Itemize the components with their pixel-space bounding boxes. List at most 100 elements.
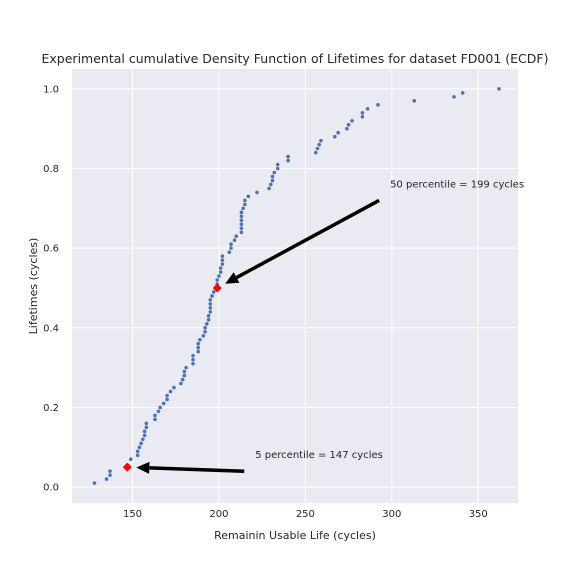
data-point	[229, 246, 233, 250]
y-tick-label: 0.6	[43, 244, 59, 255]
data-point	[346, 122, 351, 127]
data-point	[376, 103, 380, 107]
data-point	[156, 409, 161, 414]
data-point	[315, 146, 320, 151]
data-point	[270, 178, 275, 183]
y-axis-label: Lifetimes (cycles)	[27, 238, 40, 335]
data-point	[206, 318, 211, 322]
data-point	[241, 206, 245, 211]
data-point	[191, 361, 195, 366]
data-point	[229, 242, 233, 246]
data-point	[270, 174, 275, 179]
data-point	[208, 306, 213, 310]
data-point	[460, 91, 465, 95]
data-point	[275, 166, 280, 171]
data-point	[142, 429, 147, 434]
data-point	[239, 214, 244, 219]
data-point	[220, 258, 225, 262]
data-point	[267, 186, 271, 191]
chart-title: Experimental cumulative Density Function…	[42, 51, 549, 66]
data-point	[208, 298, 213, 302]
data-point	[217, 274, 221, 278]
annotation-arrow	[149, 466, 245, 473]
data-point	[272, 170, 277, 175]
data-point	[172, 385, 176, 390]
percentile-marker	[122, 462, 132, 472]
data-point	[208, 302, 213, 306]
percentile-marker	[212, 283, 222, 293]
data-point	[317, 142, 322, 147]
data-point	[239, 222, 244, 227]
data-point	[184, 365, 188, 370]
data-point	[227, 250, 232, 254]
data-point	[135, 449, 140, 454]
data-point	[128, 457, 133, 462]
data-point	[246, 194, 251, 199]
data-point	[243, 198, 247, 203]
annotation-label: 50 percentile = 199 cycles	[390, 179, 524, 190]
data-point	[360, 110, 365, 115]
data-point	[180, 377, 185, 382]
data-point	[196, 341, 200, 346]
y-tick-label: 0.4	[43, 323, 59, 334]
data-point	[220, 254, 225, 258]
data-point	[182, 369, 187, 374]
data-point	[232, 238, 237, 243]
x-axis-ticks: 150 200 250 300 350	[123, 509, 488, 520]
annotation-arrow	[235, 198, 380, 280]
data-point	[268, 182, 273, 187]
annotation-label: 5 percentile = 147 cycles	[255, 450, 383, 461]
data-point	[243, 202, 247, 207]
data-point	[365, 107, 370, 111]
data-point	[144, 425, 149, 430]
plot-area	[72, 69, 518, 503]
data-point	[218, 266, 223, 270]
data-point	[332, 134, 337, 139]
data-point	[336, 130, 341, 135]
data-point	[161, 401, 166, 406]
data-point	[239, 226, 244, 231]
grid	[72, 69, 518, 503]
annotations: 50 percentile = 199 cycles 5 percentile =…	[136, 179, 524, 474]
data-point	[208, 310, 213, 314]
data-point	[196, 349, 200, 354]
data-point	[203, 329, 207, 334]
data-point	[203, 326, 207, 330]
data-points	[92, 87, 501, 485]
data-point	[255, 190, 259, 195]
data-point	[234, 234, 239, 239]
data-point	[215, 278, 220, 282]
y-tick-label: 1.0	[43, 84, 59, 95]
x-tick-label: 300	[382, 509, 401, 520]
x-axis-label: Remainin Usable Life (cycles)	[214, 529, 376, 542]
data-point	[286, 158, 290, 163]
data-point	[153, 413, 157, 418]
data-point	[319, 138, 323, 143]
data-point	[179, 381, 183, 386]
y-axis-ticks: 0.0 0.2 0.4 0.6 0.8 1.0	[43, 84, 59, 493]
x-tick-label: 250	[296, 509, 315, 520]
y-tick-label: 0.2	[43, 403, 59, 414]
data-point	[191, 357, 195, 362]
data-point	[165, 397, 169, 402]
data-point	[139, 441, 143, 446]
x-tick-label: 350	[469, 509, 488, 520]
data-point	[286, 154, 290, 159]
data-point	[239, 230, 244, 235]
annotation-arrowhead	[136, 461, 150, 474]
data-point	[350, 118, 354, 123]
data-point	[144, 421, 149, 426]
y-tick-label: 0.0	[43, 483, 59, 494]
x-tick-label: 200	[209, 509, 228, 520]
y-tick-label: 0.8	[43, 164, 59, 175]
annotation-arrowhead	[225, 272, 240, 284]
data-point	[239, 210, 244, 215]
data-point	[168, 389, 173, 394]
data-point	[497, 87, 501, 91]
data-point	[104, 477, 109, 481]
data-point	[360, 114, 365, 119]
data-point	[137, 445, 142, 450]
data-point	[182, 373, 187, 378]
data-point	[210, 294, 214, 298]
data-point	[220, 262, 225, 266]
